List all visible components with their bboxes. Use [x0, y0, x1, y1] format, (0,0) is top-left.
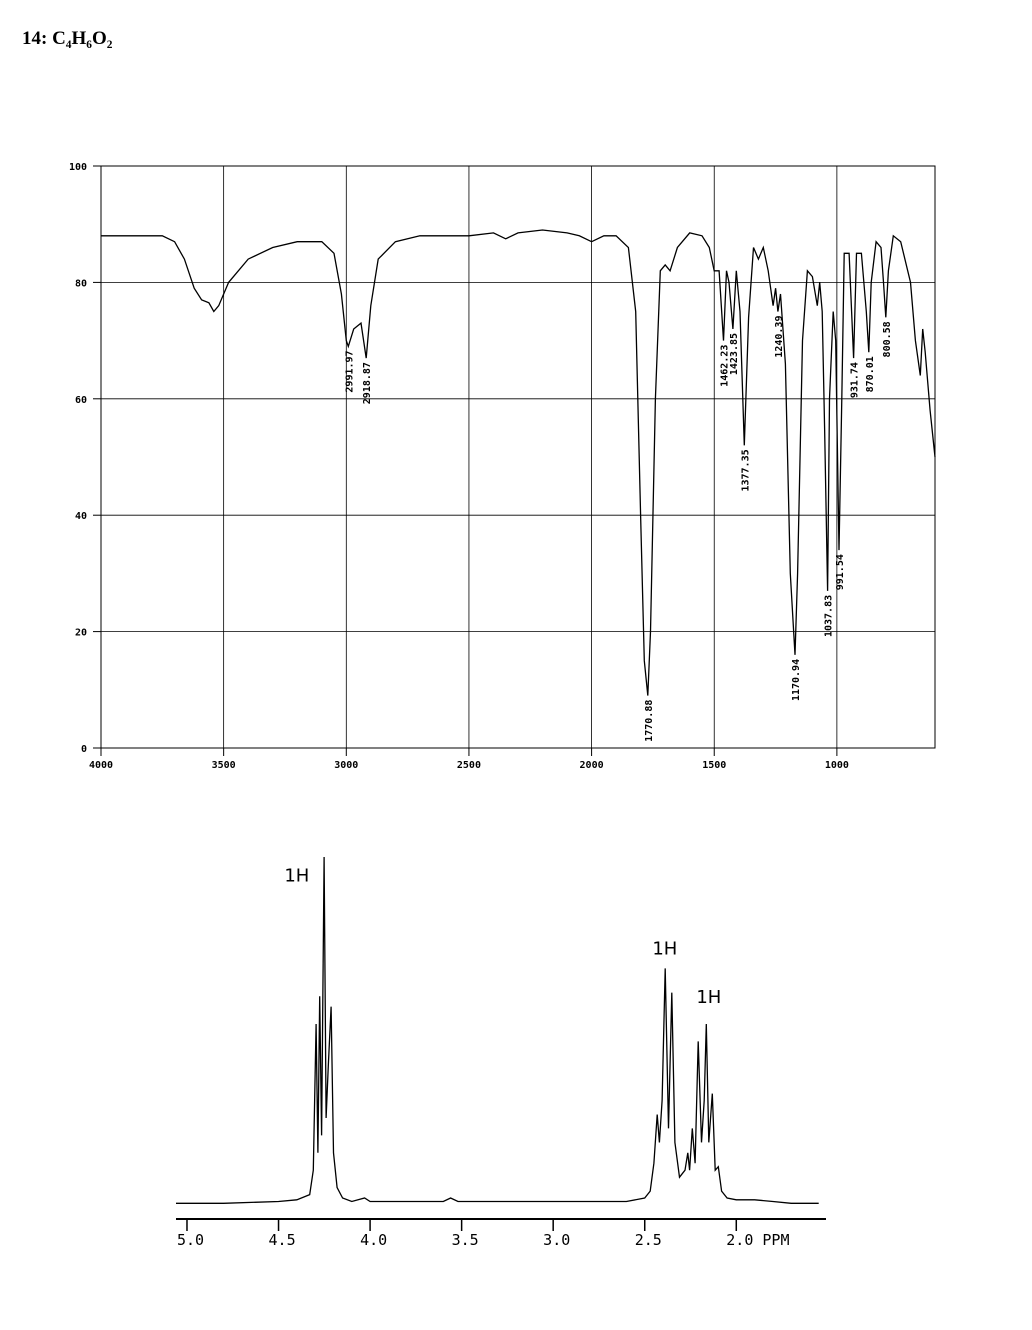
- peak-annotation: 1H: [284, 865, 309, 886]
- x-tick-label: 1000: [825, 760, 849, 771]
- peak-label: 1462.23: [720, 345, 731, 387]
- peak-label: 1770.88: [644, 700, 655, 742]
- x-tick-label: 4000: [89, 760, 113, 771]
- peak-label: 1377.35: [740, 449, 751, 491]
- peak-annotation: 1H: [696, 987, 721, 1008]
- x-tick-label: 3.5: [452, 1231, 479, 1249]
- x-tick-label: 1500: [702, 760, 726, 771]
- page-title: 14: C₄H₆O₂: [22, 28, 113, 49]
- peak-label: 931.74: [850, 362, 861, 398]
- y-tick-label: 0: [81, 744, 87, 755]
- spectrum-line: [101, 229, 936, 696]
- x-tick-label: 2500: [457, 760, 481, 771]
- x-tick-label: 2.5: [635, 1231, 662, 1249]
- x-tick-label: 3.0: [543, 1231, 570, 1249]
- x-tick-label: 3500: [212, 760, 236, 771]
- peak-label: 1240.39: [774, 316, 785, 358]
- y-tick-label: 100: [69, 162, 87, 173]
- peak-label: 1423.85: [729, 333, 740, 375]
- x-tick-label: 4.0: [360, 1231, 387, 1249]
- peak-label: 1037.83: [824, 595, 835, 637]
- y-tick-label: 20: [75, 628, 87, 639]
- x-tick-label: 2000: [580, 760, 604, 771]
- peak-label: 2918.87: [362, 362, 373, 404]
- y-tick-label: 60: [75, 395, 87, 406]
- spectrum-line: [176, 856, 819, 1204]
- peak-label: 870.01: [865, 356, 876, 392]
- x-tick-label: 5.0: [177, 1231, 204, 1249]
- peak-label: 800.58: [882, 321, 893, 357]
- plot-frame: [100, 165, 936, 749]
- x-tick-label: 2.0 PPM: [726, 1231, 789, 1249]
- y-tick-label: 40: [75, 511, 87, 522]
- x-tick-label: 4.5: [269, 1231, 296, 1249]
- peak-label: 2991.97: [344, 350, 355, 392]
- peak-label: 991.54: [835, 554, 846, 590]
- peak-label: 1170.94: [791, 659, 802, 701]
- x-tick-label: 3000: [334, 760, 358, 771]
- peak-annotation: 1H: [652, 938, 677, 959]
- y-tick-label: 80: [75, 278, 87, 289]
